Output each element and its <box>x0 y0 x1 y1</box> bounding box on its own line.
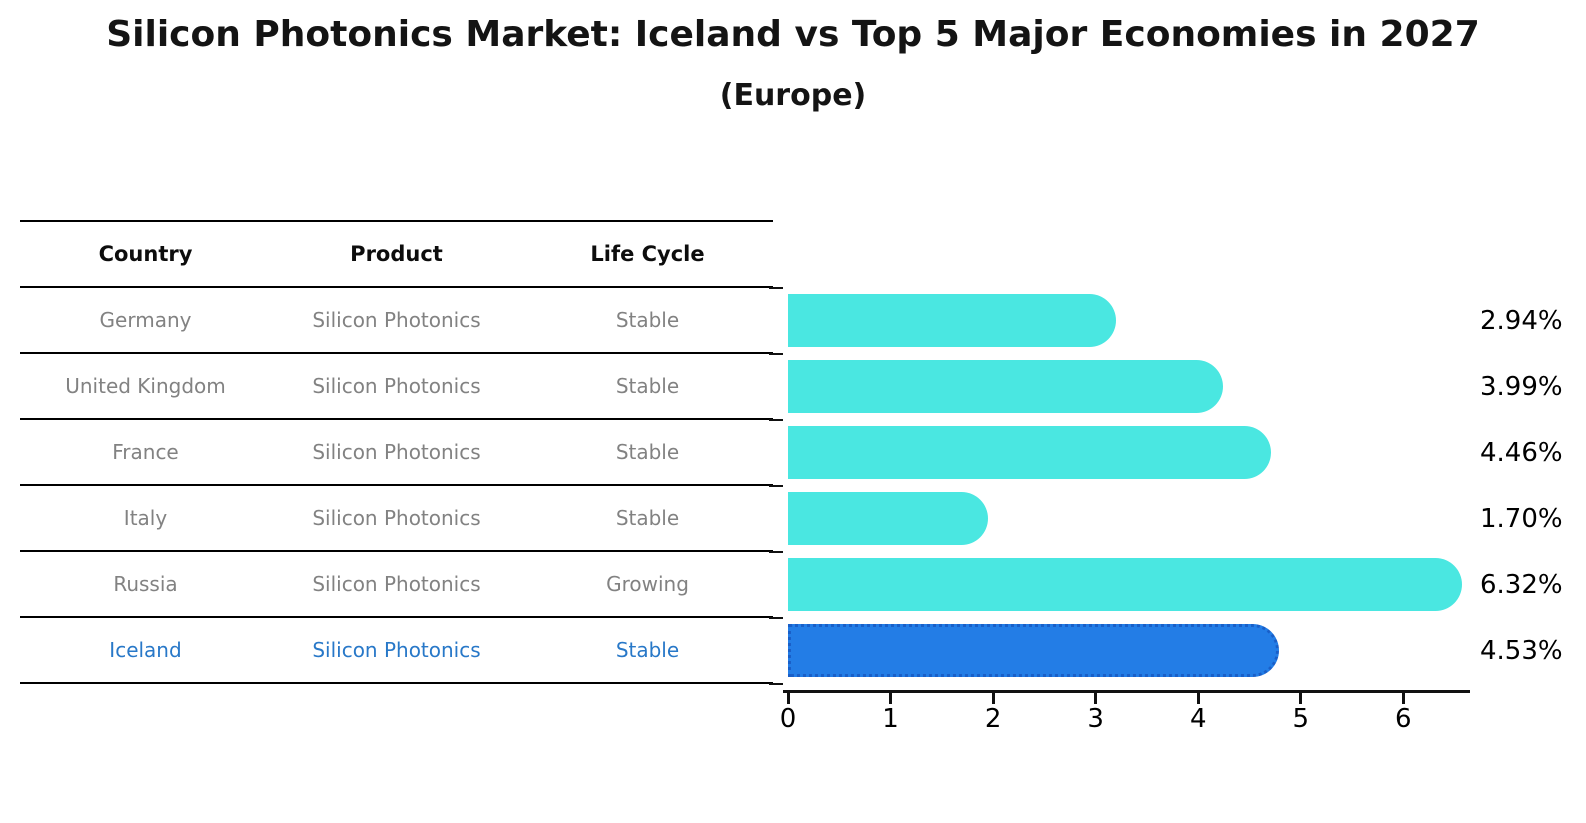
bar-row-france: 4.46% <box>788 420 1586 486</box>
cell-life-cycle: Stable <box>615 506 680 530</box>
cell-life-cycle: Growing <box>606 572 689 596</box>
bar-united-kingdom <box>788 360 1224 413</box>
bar-italy <box>788 492 989 545</box>
x-axis-tick-label: 6 <box>1395 704 1412 734</box>
x-axis-tick-label: 1 <box>882 704 899 734</box>
table-row: Russia Silicon Photonics Growing <box>20 552 773 618</box>
x-axis-tick <box>1401 693 1405 704</box>
x-axis-tick-label: 4 <box>1189 704 1207 734</box>
x-axis-tick <box>889 693 893 704</box>
page-title: Silicon Photonics Market: Iceland vs Top… <box>106 14 1480 55</box>
cell-product: Silicon Photonics <box>312 506 481 530</box>
x-axis-tick <box>991 693 995 704</box>
cell-country: Iceland <box>109 638 182 662</box>
value-label-italy: 1.70% <box>1480 504 1563 534</box>
x-axis-line <box>783 690 1470 693</box>
x-axis-tick <box>1299 693 1303 704</box>
cell-product: Silicon Photonics <box>312 308 481 332</box>
table-header-row: Country Product Life Cycle <box>20 222 773 288</box>
value-label-iceland: 4.53% <box>1480 636 1563 666</box>
cell-product: Silicon Photonics <box>312 440 481 464</box>
x-axis-tick <box>786 693 790 704</box>
y-axis-tick <box>769 287 783 289</box>
table-row: Italy Silicon Photonics Stable <box>20 486 773 552</box>
cell-country: France <box>112 440 179 464</box>
table-row: Iceland Silicon Photonics Stable <box>20 618 773 684</box>
cell-product: Silicon Photonics <box>312 374 481 398</box>
cell-product: Silicon Photonics <box>312 638 481 662</box>
table-row: Germany Silicon Photonics Stable <box>20 288 773 354</box>
value-label-russia: 6.32% <box>1480 570 1563 600</box>
cell-life-cycle: Stable <box>615 440 680 464</box>
bar-france <box>788 426 1272 479</box>
cell-country: Russia <box>113 572 178 596</box>
table-row: France Silicon Photonics Stable <box>20 420 773 486</box>
cell-product: Silicon Photonics <box>312 572 481 596</box>
x-axis-tick-label: 2 <box>984 704 1002 734</box>
page-subtitle: (Europe) <box>719 78 867 113</box>
table-header-country: Country <box>98 242 193 266</box>
x-axis-tick <box>1094 693 1098 704</box>
bar-row-italy: 1.70% <box>788 486 1586 552</box>
cell-life-cycle: Stable <box>615 308 680 332</box>
x-axis-tick <box>1196 693 1200 704</box>
y-axis-tick <box>769 485 783 487</box>
cell-life-cycle: Stable <box>615 374 680 398</box>
cell-country: Italy <box>123 506 168 530</box>
value-label-united-kingdom: 3.99% <box>1480 372 1563 402</box>
bar-row-united-kingdom: 3.99% <box>788 354 1586 420</box>
table-header-product: Product <box>350 242 443 266</box>
y-axis-tick <box>769 551 783 553</box>
x-axis-tick-label: 0 <box>779 704 797 734</box>
cell-life-cycle: Stable <box>615 638 680 662</box>
y-axis-tick <box>769 683 783 685</box>
bar-iceland <box>788 624 1279 677</box>
table-row: United Kingdom Silicon Photonics Stable <box>20 354 773 420</box>
bar-row-germany: 2.94% <box>788 288 1586 354</box>
bar-germany <box>788 294 1116 347</box>
y-axis-tick <box>769 617 783 619</box>
cell-country: United Kingdom <box>65 374 226 398</box>
y-axis-tick <box>769 419 783 421</box>
x-axis-tick-label: 3 <box>1087 704 1104 734</box>
x-axis-tick-label: 5 <box>1292 704 1310 734</box>
value-label-germany: 2.94% <box>1480 306 1563 336</box>
y-axis-tick <box>769 353 783 355</box>
bar-row-russia: 6.32% <box>788 552 1586 618</box>
table-header-life-cycle: Life Cycle <box>590 242 705 266</box>
value-label-france: 4.46% <box>1480 438 1563 468</box>
bar-russia <box>788 558 1463 611</box>
country-data-table: Country Product Life Cycle Germany Silic… <box>20 220 773 684</box>
cell-country: Germany <box>99 308 192 332</box>
bar-row-iceland: 4.53% <box>788 618 1586 684</box>
